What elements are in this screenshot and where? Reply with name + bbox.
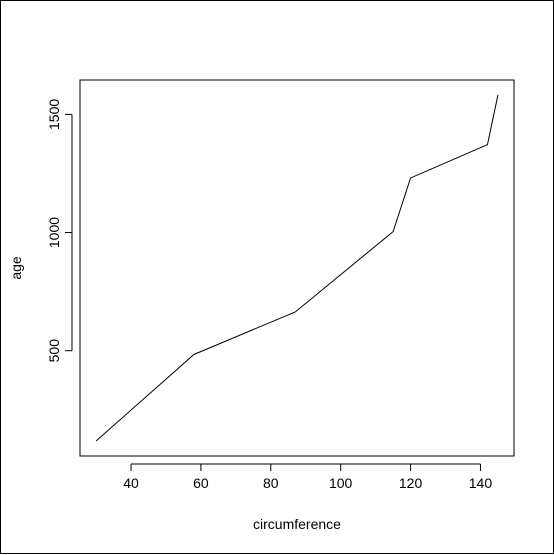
x-tick-label: 100	[329, 475, 353, 491]
y-tick-label: 1500	[46, 99, 62, 130]
y-tick-label: 500	[46, 339, 62, 363]
y-axis: 500 1000 1500	[46, 99, 73, 363]
x-axis: 40 60 80 100 120 140	[123, 463, 493, 491]
age-vs-circumference-line	[95, 94, 499, 442]
x-axis-label: circumference	[253, 516, 341, 532]
plot-box	[79, 79, 515, 457]
y-axis-label: age	[8, 256, 24, 280]
x-tick-label: 140	[469, 475, 493, 491]
x-tick-label: 120	[399, 475, 423, 491]
x-tick-label: 40	[123, 475, 139, 491]
y-tick-label: 1000	[46, 217, 62, 248]
x-tick-label: 60	[193, 475, 209, 491]
x-tick-label: 80	[263, 475, 279, 491]
